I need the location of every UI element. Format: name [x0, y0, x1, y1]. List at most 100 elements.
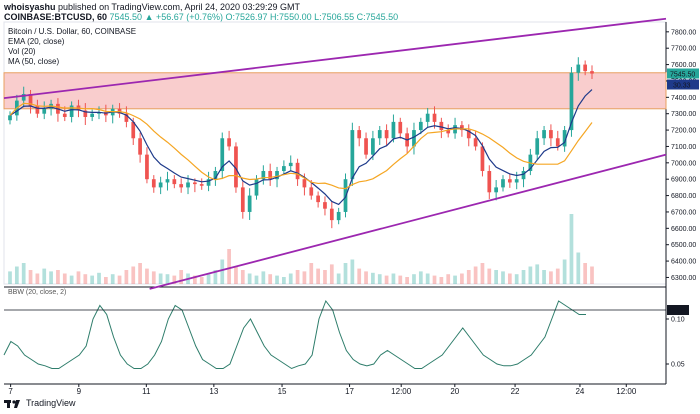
- candle-body: [412, 130, 416, 147]
- y-tick-label: 6500.00: [671, 242, 696, 249]
- candle-body: [549, 130, 553, 139]
- volume-bar: [193, 275, 197, 284]
- volume-bar: [583, 263, 588, 284]
- volume-bar: [42, 268, 47, 284]
- candle-body: [145, 154, 149, 180]
- volume-bar: [501, 271, 505, 284]
- channel-upper-line: [3, 17, 667, 100]
- candle-body: [124, 113, 129, 122]
- y-tick-label: 6700.00: [671, 209, 696, 216]
- author: whoisyashu: [4, 2, 56, 12]
- volume-bar: [302, 271, 307, 284]
- resistance-zone: [3, 72, 667, 110]
- candle-body: [590, 71, 594, 74]
- volume-bar: [425, 273, 430, 284]
- volume-bar: [76, 271, 81, 284]
- volume-bar: [576, 252, 581, 284]
- volume-bar: [514, 274, 519, 284]
- last-price-tag: [667, 68, 699, 79]
- candle-body: [282, 166, 286, 172]
- y-tick-label: 6300.00: [671, 275, 696, 282]
- candle-body: [398, 121, 403, 134]
- candle-body: [316, 195, 320, 203]
- candle-body: [329, 208, 334, 221]
- candle-body: [42, 108, 47, 114]
- volume-bar: [439, 277, 444, 284]
- x-tick-label: 17: [345, 387, 354, 396]
- volume-bar: [172, 275, 177, 284]
- volume-bar: [555, 268, 560, 284]
- candle-body: [28, 94, 33, 106]
- volume-bar: [521, 270, 526, 284]
- candle-body: [220, 138, 225, 172]
- volume-bar: [97, 272, 101, 284]
- volume-bar: [124, 270, 129, 284]
- ma-line: [9, 102, 593, 190]
- volume-bar: [220, 259, 225, 284]
- candle-body: [371, 138, 375, 155]
- candle-body: [35, 105, 40, 114]
- candle-body: [391, 121, 396, 139]
- candle-body: [206, 179, 211, 186]
- volume-bar: [473, 266, 478, 284]
- candle-body: [460, 125, 464, 131]
- candle-body: [227, 138, 231, 147]
- candle-body: [213, 171, 218, 180]
- x-tick-label: 9: [77, 387, 82, 396]
- volume-bar: [254, 275, 259, 284]
- x-tick-label: 13: [209, 387, 218, 396]
- volume-bar: [158, 273, 163, 284]
- candle-body: [439, 121, 444, 131]
- volume-bar: [8, 271, 12, 284]
- volume-bar: [69, 275, 74, 284]
- candle-body: [62, 113, 67, 117]
- volume-bar: [377, 274, 382, 284]
- volume-bar: [329, 264, 334, 284]
- volume-bar: [83, 274, 88, 284]
- volume-bar: [49, 271, 53, 284]
- volume-bar: [309, 263, 314, 284]
- tradingview-logo-icon: [4, 400, 20, 408]
- volume-bar: [213, 270, 218, 284]
- bbw-line: [3, 299, 586, 370]
- ema-line: [9, 89, 593, 206]
- volume-bar: [466, 270, 471, 284]
- y-tick-label: 7800.00: [671, 29, 696, 36]
- volume-bar: [62, 273, 67, 284]
- legend-title: Bitcoin / U.S. Dollar, 60, COINBASE: [8, 27, 137, 36]
- x-tick-label: 22: [511, 387, 520, 396]
- candle-body: [83, 110, 88, 117]
- volume-bar: [21, 263, 26, 284]
- candle-body: [384, 130, 389, 139]
- volume-bar: [275, 275, 279, 284]
- volume-bar: [418, 271, 423, 284]
- volume-bar: [14, 266, 19, 284]
- x-tick-label: 12:00: [391, 387, 412, 396]
- symbol-name: COINBASE:BTCUSD, 60: [4, 12, 108, 22]
- candle-body: [69, 105, 74, 117]
- volume-bar: [357, 268, 362, 284]
- candle-body: [8, 115, 12, 121]
- volume-bar: [288, 273, 293, 284]
- candle-body: [562, 130, 567, 147]
- y-tick-label: 7600.00: [671, 62, 696, 69]
- volume-bar: [227, 249, 231, 284]
- volume-bar: [405, 277, 409, 284]
- volume-bar: [432, 275, 437, 284]
- volume-bar: [542, 270, 546, 284]
- candle-body: [275, 171, 279, 180]
- bbw-tick-label: 0.05: [671, 362, 685, 369]
- candle-body: [186, 182, 190, 188]
- ma-value-label: 30.33: [673, 82, 691, 89]
- price-pane-frame: [3, 21, 667, 285]
- candle-body: [172, 179, 177, 185]
- x-tick-label: 20: [450, 387, 459, 396]
- volume-bar: [138, 263, 142, 284]
- candle-body: [507, 179, 512, 183]
- volume-bar: [569, 214, 574, 284]
- volume-bar: [247, 273, 252, 284]
- candle-body: [357, 130, 362, 139]
- volume-bar: [480, 263, 485, 284]
- candle-body: [323, 202, 327, 209]
